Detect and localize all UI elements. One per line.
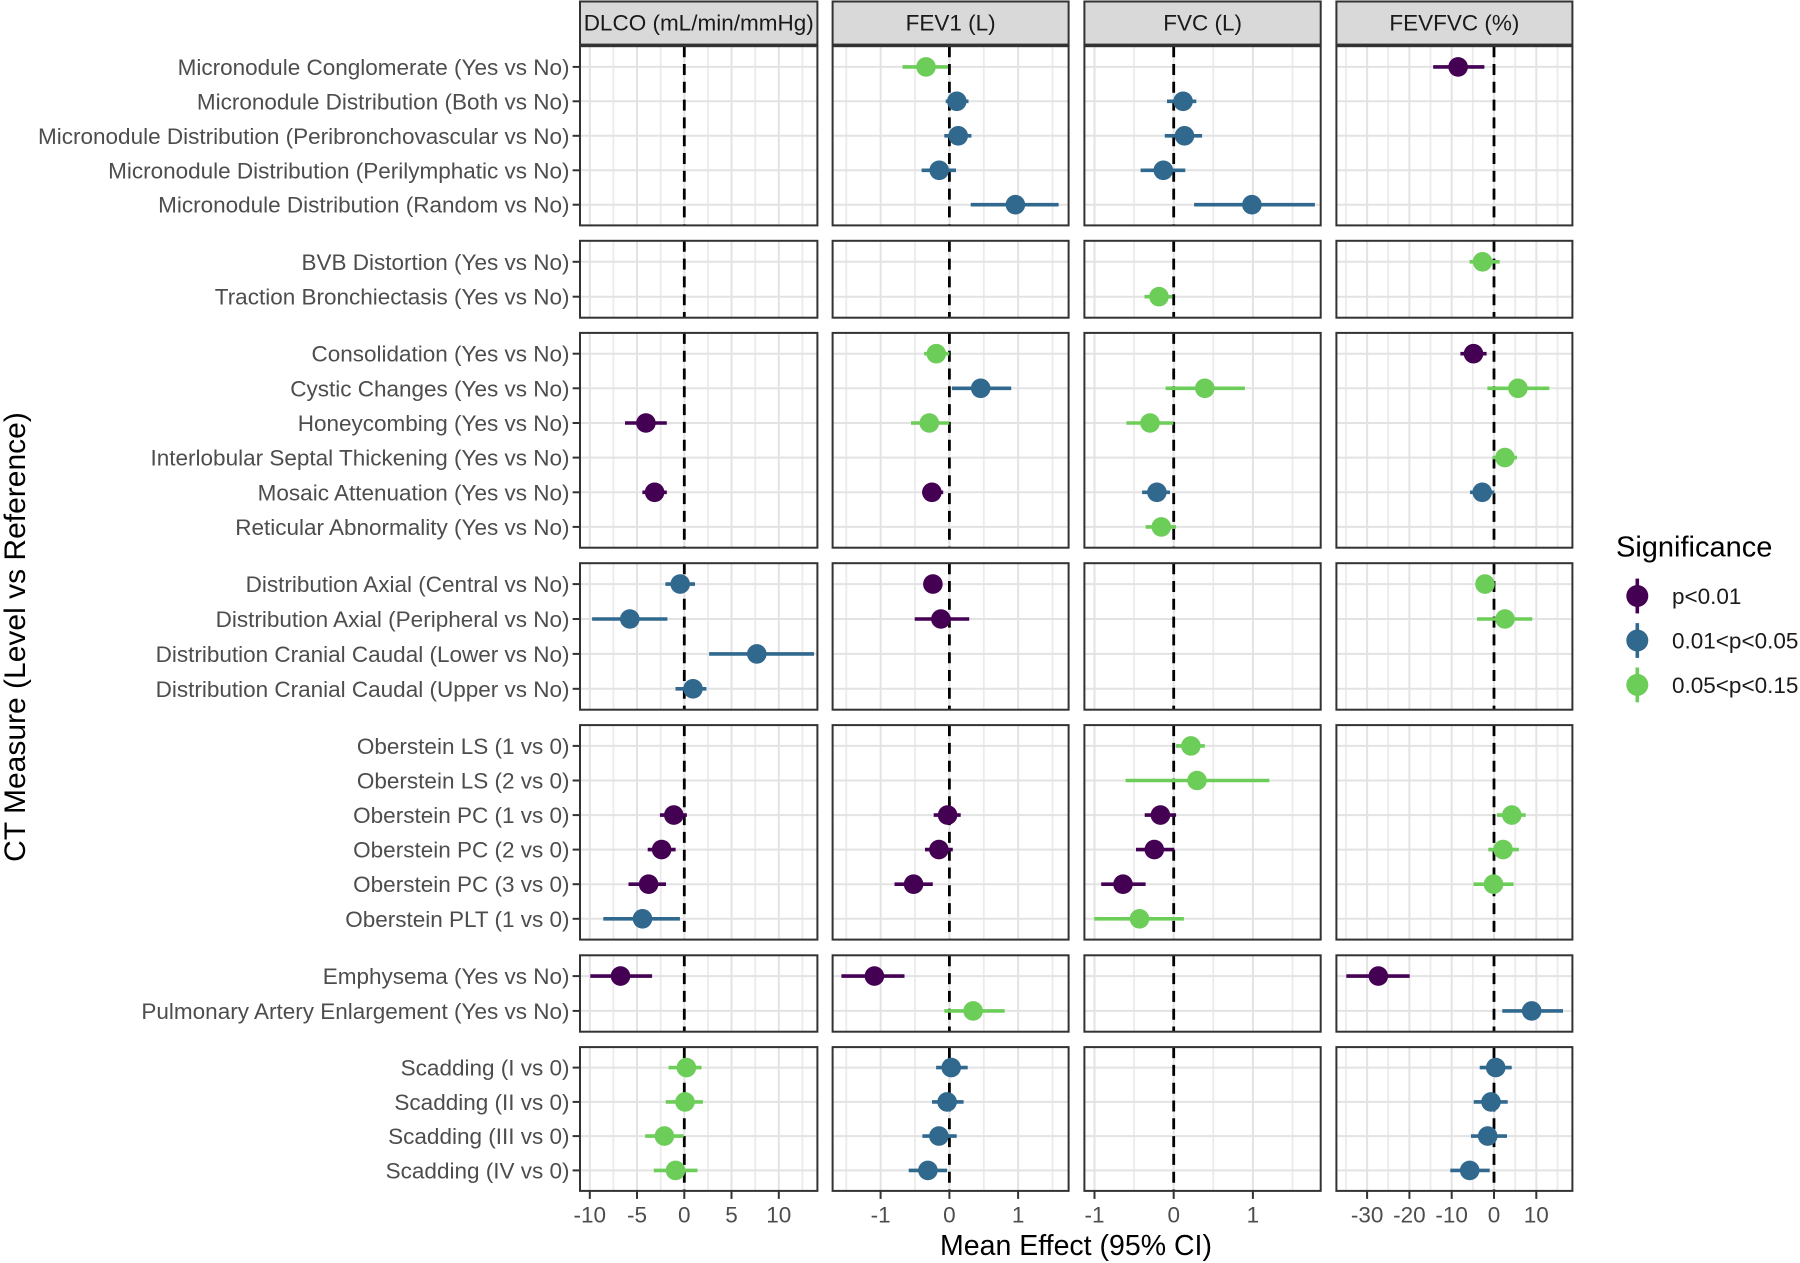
svg-text:Micronodule Distribution (Both: Micronodule Distribution (Both vs No) xyxy=(197,89,570,114)
svg-text:Interlobular Septal Thickening: Interlobular Septal Thickening (Yes vs N… xyxy=(151,446,570,471)
svg-text:Consolidation (Yes vs No): Consolidation (Yes vs No) xyxy=(311,342,569,367)
svg-text:Oberstein PC (1 vs 0): Oberstein PC (1 vs 0) xyxy=(353,803,569,828)
svg-text:Honeycombing (Yes vs No): Honeycombing (Yes vs No) xyxy=(298,411,570,436)
svg-text:1: 1 xyxy=(1247,1203,1260,1228)
svg-text:BVB Distortion (Yes vs No): BVB Distortion (Yes vs No) xyxy=(301,250,569,275)
svg-text:Scadding (II vs 0): Scadding (II vs 0) xyxy=(394,1090,569,1115)
svg-text:Cystic Changes (Yes vs No): Cystic Changes (Yes vs No) xyxy=(290,376,569,401)
svg-text:Pulmonary Artery Enlargement (: Pulmonary Artery Enlargement (Yes vs No) xyxy=(141,999,569,1024)
svg-text:Micronodule Distribution (Rand: Micronodule Distribution (Random vs No) xyxy=(158,193,569,218)
svg-text:Micronodule Distribution (Peri: Micronodule Distribution (Peribronchovas… xyxy=(38,124,569,149)
svg-text:Reticular Abnormality (Yes vs: Reticular Abnormality (Yes vs No) xyxy=(235,515,569,540)
svg-text:FVC (L): FVC (L) xyxy=(1163,10,1242,35)
svg-text:DLCO (mL/min/mmHg): DLCO (mL/min/mmHg) xyxy=(584,10,814,35)
svg-text:0: 0 xyxy=(1167,1203,1180,1228)
svg-text:-30: -30 xyxy=(1351,1203,1384,1228)
svg-text:Scadding (IV vs 0): Scadding (IV vs 0) xyxy=(386,1158,570,1183)
svg-text:0: 0 xyxy=(678,1203,691,1228)
svg-text:Traction Bronchiectasis (Yes v: Traction Bronchiectasis (Yes vs No) xyxy=(215,285,570,310)
svg-text:p<0.01: p<0.01 xyxy=(1672,584,1741,609)
svg-text:1: 1 xyxy=(1012,1203,1025,1228)
svg-text:Scadding (I vs 0): Scadding (I vs 0) xyxy=(401,1056,570,1081)
svg-text:Oberstein PLT (1 vs 0): Oberstein PLT (1 vs 0) xyxy=(345,907,569,932)
svg-text:-10: -10 xyxy=(1435,1203,1468,1228)
svg-text:-1: -1 xyxy=(1084,1203,1104,1228)
svg-text:Distribution Axial (Peripheral: Distribution Axial (Peripheral vs No) xyxy=(216,607,570,632)
svg-text:Oberstein LS (1 vs 0): Oberstein LS (1 vs 0) xyxy=(357,734,570,759)
svg-text:FEVFVC (%): FEVFVC (%) xyxy=(1389,10,1519,35)
svg-text:10: 10 xyxy=(766,1203,791,1228)
svg-text:Distribution Cranial Caudal (U: Distribution Cranial Caudal (Upper vs No… xyxy=(156,677,570,702)
svg-text:Oberstein PC (2 vs 0): Oberstein PC (2 vs 0) xyxy=(353,838,569,863)
svg-text:FEV1 (L): FEV1 (L) xyxy=(906,10,996,35)
svg-text:Distribution Axial (Central vs: Distribution Axial (Central vs No) xyxy=(246,572,570,597)
svg-text:-10: -10 xyxy=(574,1203,607,1228)
svg-text:0: 0 xyxy=(1488,1203,1501,1228)
svg-text:-5: -5 xyxy=(627,1203,647,1228)
svg-text:Mean Effect (95% CI): Mean Effect (95% CI) xyxy=(940,1230,1212,1262)
svg-text:Oberstein LS (2 vs 0): Oberstein LS (2 vs 0) xyxy=(357,769,570,794)
svg-text:Distribution Cranial Caudal (L: Distribution Cranial Caudal (Lower vs No… xyxy=(156,642,570,667)
svg-text:10: 10 xyxy=(1524,1203,1549,1228)
svg-text:Mosaic Attenuation (Yes vs No): Mosaic Attenuation (Yes vs No) xyxy=(258,480,570,505)
svg-text:Emphysema (Yes vs No): Emphysema (Yes vs No) xyxy=(323,964,570,989)
svg-text:Micronodule Conglomerate (Yes: Micronodule Conglomerate (Yes vs No) xyxy=(178,55,570,80)
svg-text:0.05<p<0.15: 0.05<p<0.15 xyxy=(1672,673,1798,698)
svg-text:Significance: Significance xyxy=(1616,531,1772,563)
svg-text:5: 5 xyxy=(725,1203,738,1228)
svg-text:-1: -1 xyxy=(871,1203,891,1228)
svg-text:-20: -20 xyxy=(1393,1203,1426,1228)
svg-text:Oberstein PC (3 vs 0): Oberstein PC (3 vs 0) xyxy=(353,872,569,897)
svg-text:Micronodule Distribution (Peri: Micronodule Distribution (Perilymphatic … xyxy=(108,158,569,183)
svg-text:CT Measure (Level vs Reference: CT Measure (Level vs Reference) xyxy=(0,412,32,862)
svg-text:Scadding (III vs 0): Scadding (III vs 0) xyxy=(388,1124,569,1149)
svg-text:0.01<p<0.05: 0.01<p<0.05 xyxy=(1672,629,1798,654)
svg-text:0: 0 xyxy=(943,1203,956,1228)
